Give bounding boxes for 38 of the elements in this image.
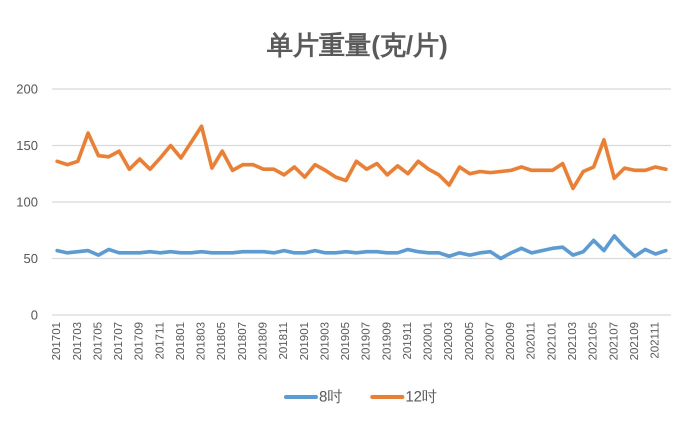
- x-tick-label: 202003: [443, 322, 456, 360]
- x-tick-label: 202001: [422, 322, 435, 360]
- x-tick-label: 202009: [505, 322, 518, 360]
- x-tick-label: 201801: [174, 322, 187, 360]
- x-tick-label: 201907: [360, 322, 373, 360]
- x-tick-label: 201711: [154, 322, 166, 360]
- x-tick-label: 202109: [628, 322, 641, 360]
- y-tick-label: 100: [16, 194, 38, 210]
- x-tick-label: 201903: [319, 322, 332, 360]
- x-tick-label: 202103: [566, 322, 579, 360]
- x-tick-label: 201805: [216, 322, 228, 360]
- x-tick-label: 201811: [278, 322, 290, 360]
- x-tick-label: 202105: [588, 322, 600, 360]
- x-tick-label: 201905: [340, 322, 352, 360]
- x-tick-label: 202111: [650, 322, 662, 359]
- y-tick-label: 200: [16, 82, 38, 96]
- title: 单片重量(克/片): [267, 30, 448, 60]
- x-tick-label: 201807: [236, 322, 249, 360]
- x-tick-label: 202101: [546, 322, 558, 360]
- y-tick-label: 50: [24, 251, 38, 266]
- x-tick-label: 202107: [608, 322, 620, 360]
- x-tick-label: 202007: [484, 322, 496, 360]
- x-tick-label: 201701: [51, 322, 64, 360]
- y-tick-label: 0: [30, 308, 38, 322]
- x-tick-label: 201703: [72, 322, 84, 360]
- x-tick-label: 202011: [526, 322, 538, 360]
- x-tick-label: 202005: [464, 322, 476, 360]
- x-tick-label: 201709: [134, 322, 146, 360]
- x-tick-label: 201911: [402, 322, 414, 360]
- x-tick-label: 201705: [92, 322, 104, 360]
- x-tick-label: 201901: [298, 322, 311, 360]
- x-tick-label: 201809: [257, 322, 270, 360]
- x-tick-label: 201909: [381, 322, 394, 360]
- x-tick-label: 201803: [196, 322, 208, 360]
- y-tick-label: 150: [16, 138, 38, 153]
- legend-label: 12吋: [405, 388, 438, 406]
- legend-label: 8吋: [318, 388, 342, 406]
- x-tick-label: 201707: [113, 322, 126, 360]
